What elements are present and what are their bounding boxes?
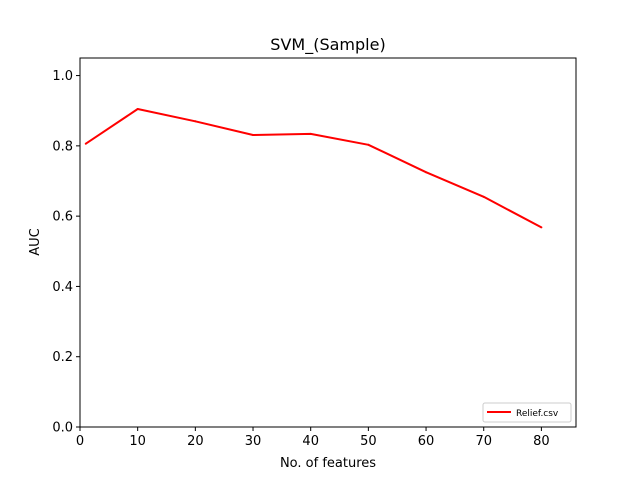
chart-title: SVM_(Sample)	[270, 35, 385, 55]
data-point	[425, 171, 428, 174]
data-point	[136, 107, 139, 110]
y-tick-label: 0.2	[52, 350, 73, 365]
data-point	[252, 133, 255, 136]
y-tick-label: 0.6	[52, 210, 73, 225]
series-layer	[84, 107, 543, 229]
x-axis: 0 10 20 30 40 50 60 70 80	[76, 427, 550, 449]
x-tick-label: 70	[475, 434, 492, 449]
x-tick-label: 40	[302, 434, 319, 449]
legend-box	[482, 402, 572, 423]
x-tick-label: 10	[129, 434, 146, 449]
x-tick-label: 20	[187, 434, 204, 449]
data-point	[482, 195, 485, 198]
plot-area-frame	[79, 57, 577, 428]
data-point	[540, 226, 543, 229]
data-point	[84, 142, 87, 145]
x-axis-label: No. of features	[280, 456, 376, 471]
y-axis-label: AUC	[28, 228, 43, 256]
legend: Relief.csv	[482, 402, 572, 423]
y-tick-label: 0.0	[52, 421, 73, 436]
data-point	[194, 120, 197, 123]
x-tick-label: 80	[533, 434, 550, 449]
y-axis: 0.0 0.2 0.4 0.6 0.8 1.0	[52, 69, 80, 436]
x-tick-label: 60	[418, 434, 435, 449]
y-tick-label: 0.8	[52, 139, 73, 154]
x-tick-label: 0	[76, 434, 84, 449]
y-tick-label: 0.4	[52, 280, 73, 295]
data-point	[367, 143, 370, 146]
series-line	[85, 108, 542, 229]
x-tick-label: 50	[360, 434, 377, 449]
legend-label: Relief.csv	[516, 409, 559, 419]
data-point	[309, 132, 312, 135]
x-tick-label: 30	[245, 434, 262, 449]
y-tick-label: 1.0	[52, 69, 73, 84]
